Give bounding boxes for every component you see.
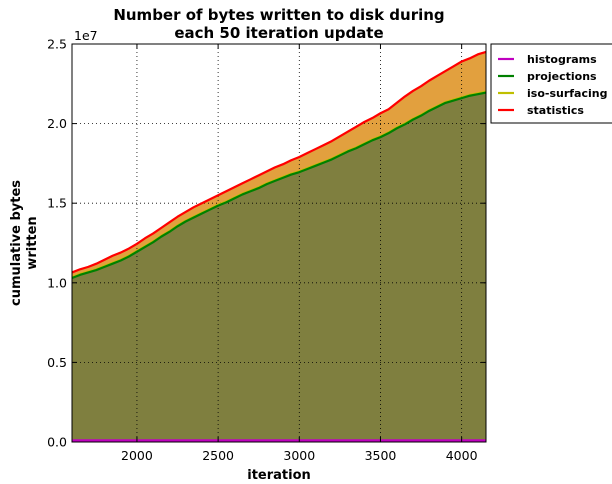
x-tick-label: 4000 [446,448,478,463]
chart-title-line-1: Number of bytes written to disk during [113,6,444,24]
x-tick-label: 3000 [283,448,315,463]
x-axis-label: iteration [247,468,311,483]
y-exponent-label: 1e7 [74,28,98,43]
area-layer [72,51,486,442]
x-tick-label: 2500 [202,448,234,463]
y-axis-label-line-2: written [25,216,40,269]
area-fill-upper [72,51,486,279]
line-layer [71,50,487,442]
legend-label-iso-surfacing: iso-surfacing [527,87,607,100]
x-tick-label: 2000 [121,448,153,463]
legend-items: histograms projections iso-surfacing statis… [498,53,607,117]
x-tick-label: 3500 [365,448,397,463]
y-tick-label: 1.0 [47,275,67,290]
y-tick-label: 0.5 [47,355,67,370]
y-tick-label: 2.0 [47,116,67,131]
y-tick-label: 0.0 [47,435,67,450]
tick-layer: 2000 2500 3000 3500 4000 0.0 0.5 1.0 1.5 2.0 2.5 [47,37,486,463]
legend-label-statistics: statistics [527,104,584,117]
chart-title-line-2: each 50 iteration update [174,24,383,42]
y-axis-label-line-1: cumulative bytes [9,180,24,306]
series-line-statistics [71,50,487,274]
area-fill-lower [72,92,486,442]
legend-label-histograms: histograms [527,53,597,66]
plot-frame [71,43,487,443]
legend: histograms projections iso-surfacing statis… [490,43,612,124]
grid-layer [72,44,486,442]
y-tick-label: 1.5 [47,196,67,211]
legend-label-projections: projections [527,70,597,83]
series-line-projections [71,91,487,280]
y-tick-label: 2.5 [47,37,67,52]
